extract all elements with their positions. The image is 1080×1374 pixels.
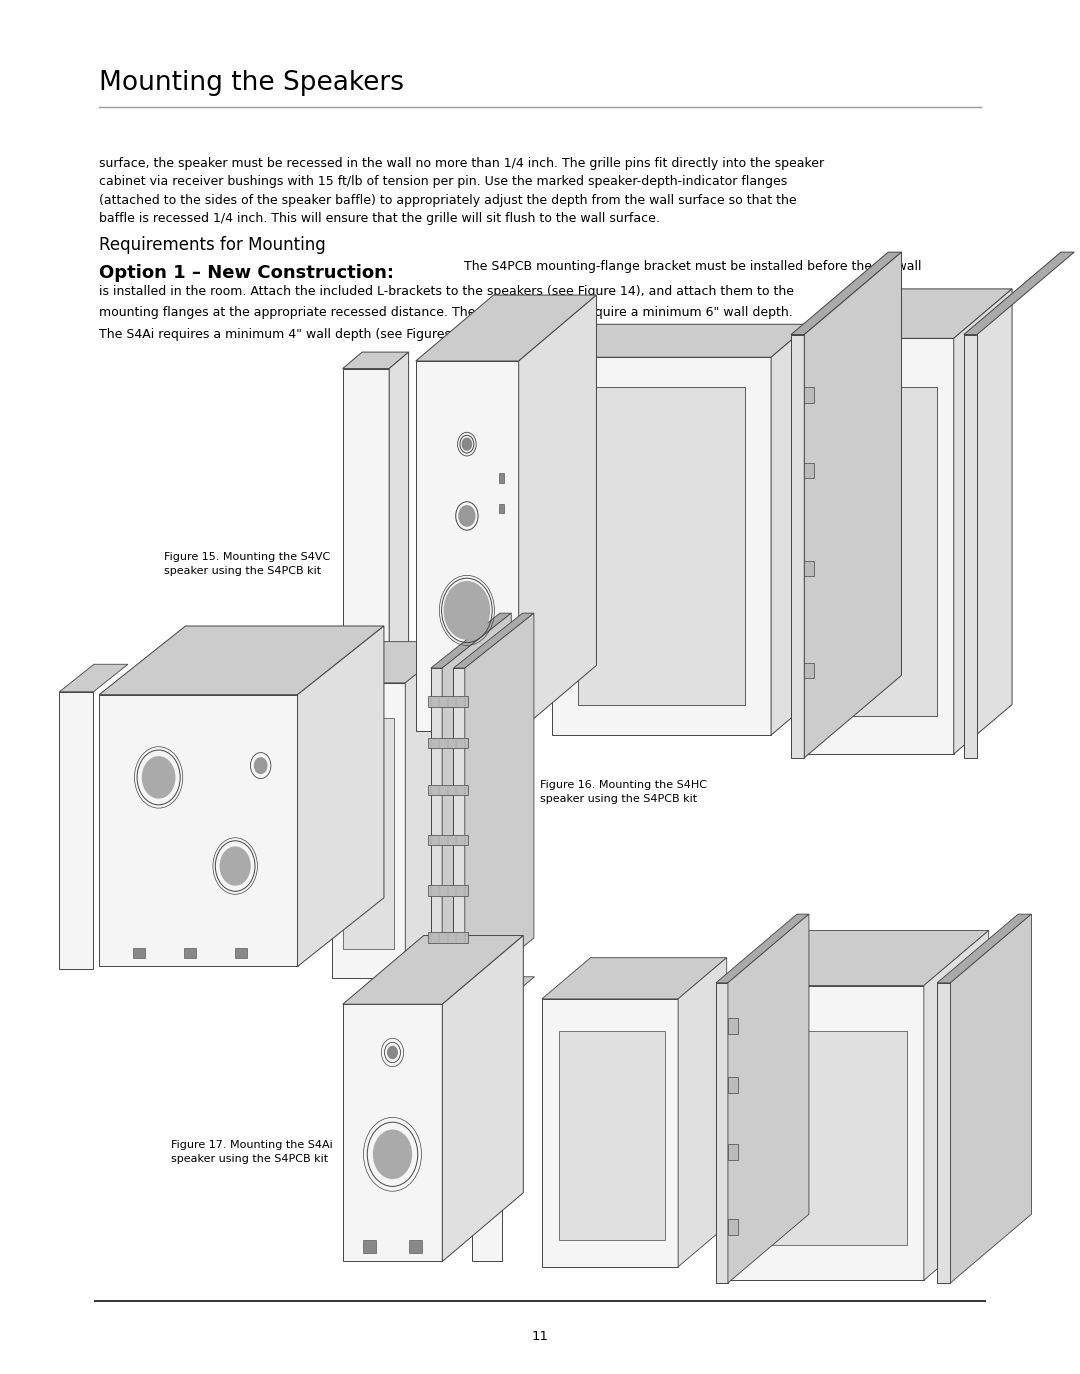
Polygon shape <box>332 642 457 683</box>
Polygon shape <box>389 352 408 724</box>
Polygon shape <box>443 936 524 1261</box>
Polygon shape <box>428 785 468 796</box>
Polygon shape <box>431 668 442 993</box>
Polygon shape <box>454 668 464 993</box>
Polygon shape <box>805 251 902 757</box>
Text: surface, the speaker must be recessed in the wall no more than 1/4 inch. The gri: surface, the speaker must be recessed in… <box>99 157 824 225</box>
Polygon shape <box>805 561 814 577</box>
Circle shape <box>462 438 472 451</box>
Polygon shape <box>59 664 127 691</box>
Polygon shape <box>716 982 728 1283</box>
Polygon shape <box>405 642 457 978</box>
Polygon shape <box>472 977 535 1004</box>
Polygon shape <box>579 387 744 705</box>
Bar <box>133 948 145 958</box>
Text: The S4PCB mounting-flange bracket must be installed before the drywall: The S4PCB mounting-flange bracket must b… <box>464 260 922 272</box>
Polygon shape <box>342 368 389 724</box>
Text: Option 1 – New Construction:: Option 1 – New Construction: <box>99 264 394 282</box>
Polygon shape <box>431 613 511 668</box>
Polygon shape <box>428 835 468 845</box>
Circle shape <box>444 581 489 639</box>
Text: Requirements for Mounting: Requirements for Mounting <box>99 236 326 254</box>
Polygon shape <box>342 1004 443 1261</box>
Polygon shape <box>963 251 1075 334</box>
Polygon shape <box>954 289 1012 754</box>
Polygon shape <box>728 930 988 985</box>
Polygon shape <box>728 985 923 1281</box>
Polygon shape <box>342 936 524 1004</box>
Polygon shape <box>342 352 408 368</box>
Polygon shape <box>428 933 468 943</box>
Polygon shape <box>728 1018 738 1033</box>
Polygon shape <box>950 914 1031 1283</box>
Polygon shape <box>454 613 534 668</box>
Polygon shape <box>99 627 384 695</box>
Polygon shape <box>818 387 937 716</box>
Bar <box>234 948 247 958</box>
Text: Mounting the Speakers: Mounting the Speakers <box>99 70 404 96</box>
Polygon shape <box>542 958 727 999</box>
Circle shape <box>220 848 251 885</box>
Polygon shape <box>678 958 727 1267</box>
Text: is installed in the room. Attach the included L-brackets to the speakers (see Fi: is installed in the room. Attach the inc… <box>99 284 795 298</box>
Text: 11: 11 <box>531 1330 549 1344</box>
Circle shape <box>143 757 175 798</box>
Polygon shape <box>552 324 810 357</box>
Polygon shape <box>937 982 950 1283</box>
Polygon shape <box>716 914 809 982</box>
Polygon shape <box>428 738 468 747</box>
Bar <box>499 474 504 482</box>
Polygon shape <box>805 463 814 478</box>
Polygon shape <box>771 324 810 735</box>
Polygon shape <box>791 251 902 334</box>
Polygon shape <box>332 683 405 978</box>
Text: Figure 17. Mounting the S4Ai
speaker using the S4PCB kit: Figure 17. Mounting the S4Ai speaker usi… <box>171 1140 333 1164</box>
Circle shape <box>459 506 475 526</box>
Polygon shape <box>805 664 814 679</box>
Bar <box>363 1239 376 1253</box>
Polygon shape <box>343 719 394 948</box>
Polygon shape <box>747 1030 907 1245</box>
Polygon shape <box>59 691 93 970</box>
Polygon shape <box>552 357 771 735</box>
Bar <box>499 504 504 513</box>
Polygon shape <box>558 1030 665 1239</box>
Polygon shape <box>428 885 468 896</box>
Polygon shape <box>472 1004 502 1261</box>
Polygon shape <box>728 914 809 1283</box>
Polygon shape <box>542 999 678 1267</box>
Polygon shape <box>298 627 384 966</box>
Text: The S4Ai requires a minimum 4" wall depth (see Figures 15, 16 and 17).: The S4Ai requires a minimum 4" wall dept… <box>99 327 552 341</box>
Polygon shape <box>923 930 988 1281</box>
Text: mounting flanges at the appropriate recessed distance. The S4VC and S4HC require: mounting flanges at the appropriate rece… <box>99 306 793 319</box>
Polygon shape <box>416 295 596 361</box>
Polygon shape <box>728 1077 738 1092</box>
Polygon shape <box>937 914 1031 982</box>
Text: Figure 15. Mounting the S4VC
speaker using the S4PCB kit: Figure 15. Mounting the S4VC speaker usi… <box>164 552 330 576</box>
Bar <box>409 1239 422 1253</box>
Circle shape <box>388 1047 397 1058</box>
Polygon shape <box>416 361 518 731</box>
Polygon shape <box>518 295 596 731</box>
Polygon shape <box>801 289 1012 338</box>
Polygon shape <box>428 697 468 706</box>
Polygon shape <box>791 334 805 757</box>
Polygon shape <box>442 613 511 993</box>
Polygon shape <box>99 695 298 966</box>
Polygon shape <box>805 387 814 403</box>
Polygon shape <box>728 1219 738 1235</box>
Circle shape <box>374 1131 411 1179</box>
Bar <box>184 948 197 958</box>
Text: Figure 16. Mounting the S4HC
speaker using the S4PCB kit: Figure 16. Mounting the S4HC speaker usi… <box>540 780 707 804</box>
Polygon shape <box>464 613 534 993</box>
Polygon shape <box>963 334 977 757</box>
Circle shape <box>255 758 267 774</box>
Polygon shape <box>801 338 954 754</box>
Polygon shape <box>728 1143 738 1160</box>
